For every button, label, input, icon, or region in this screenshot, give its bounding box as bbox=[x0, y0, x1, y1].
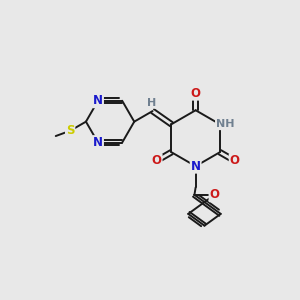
Text: O: O bbox=[209, 188, 220, 201]
Text: H: H bbox=[146, 98, 156, 108]
Text: N: N bbox=[93, 94, 103, 107]
Text: NH: NH bbox=[216, 119, 234, 129]
Text: N: N bbox=[190, 160, 201, 173]
Text: O: O bbox=[190, 87, 201, 100]
Text: O: O bbox=[152, 154, 162, 167]
Text: O: O bbox=[230, 154, 240, 167]
Text: N: N bbox=[93, 136, 103, 149]
Text: S: S bbox=[66, 124, 74, 137]
